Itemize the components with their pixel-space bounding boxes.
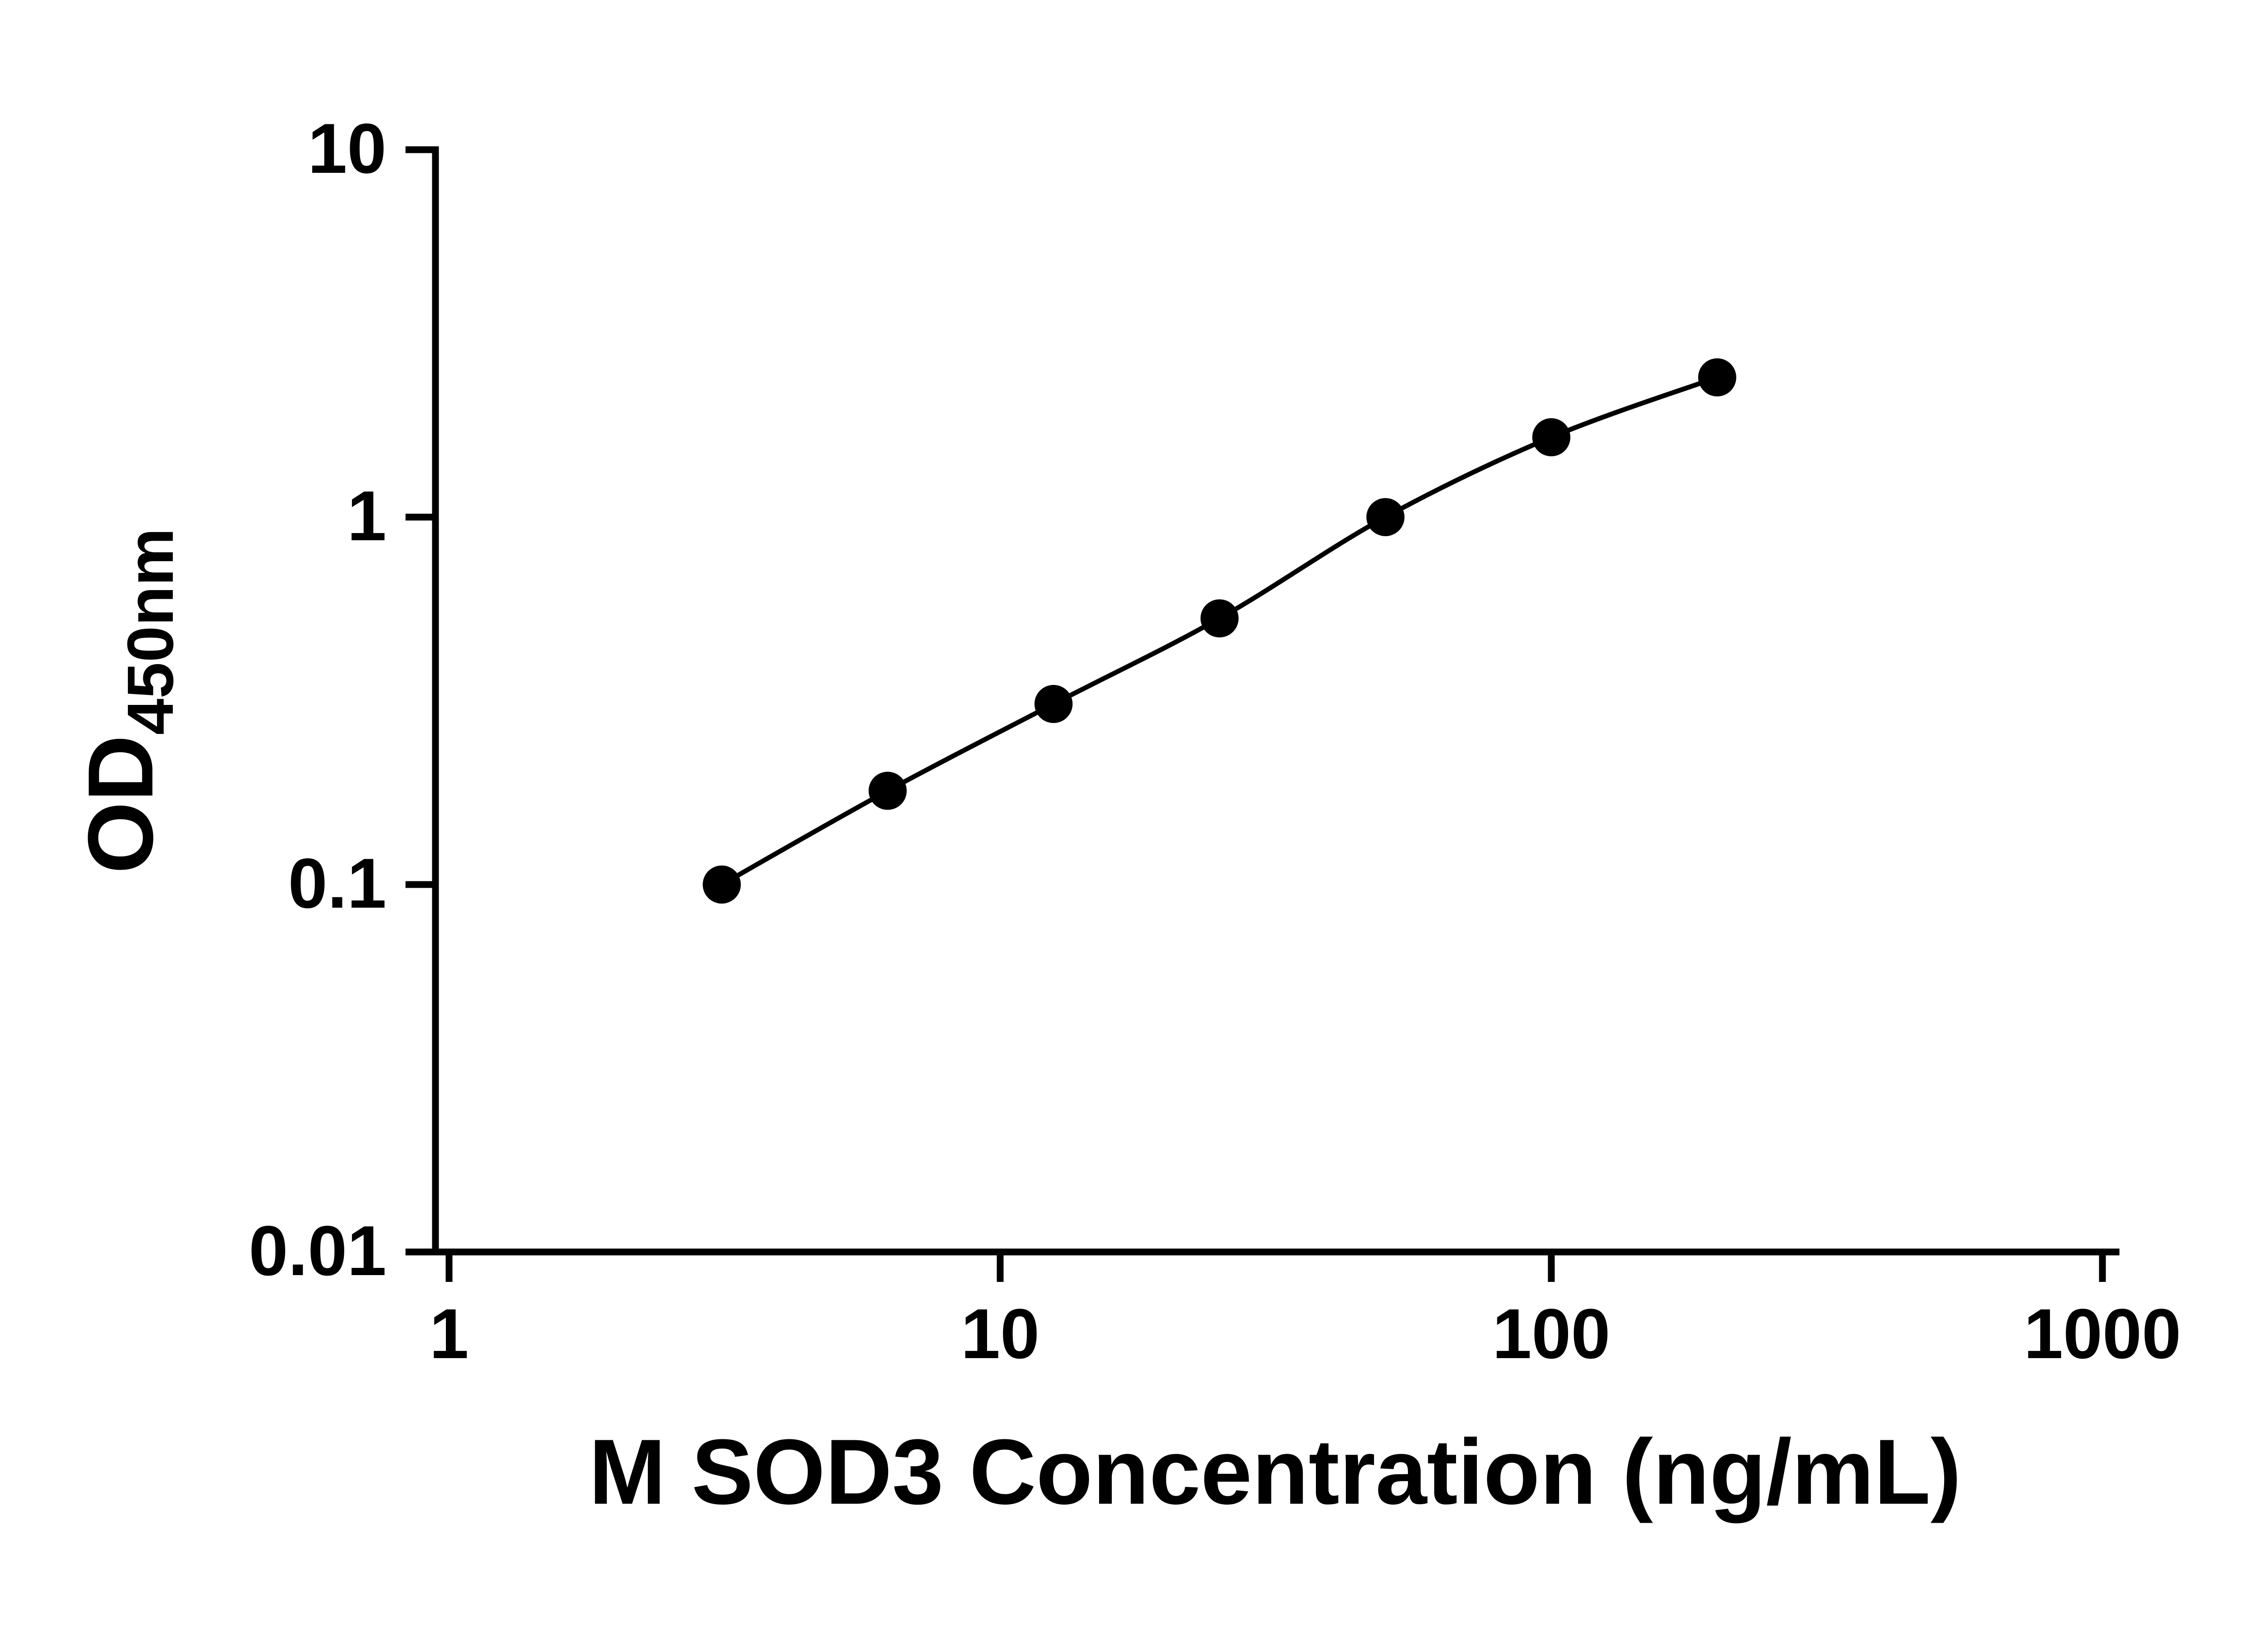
x-tick-label: 100: [1492, 1295, 1610, 1374]
data-point-marker: [868, 772, 907, 810]
data-point-marker: [1034, 684, 1073, 723]
data-point-marker: [1200, 599, 1239, 638]
data-point-marker: [1532, 418, 1570, 456]
data-point-marker: [703, 865, 741, 904]
y-axis: 0.01 0.1 1 10: [249, 109, 435, 1291]
x-tick-label: 1000: [2024, 1295, 2181, 1374]
x-tick-label: 10: [961, 1295, 1040, 1374]
y-tick-label: 10: [308, 109, 386, 188]
y-axis-title-subscript: 450nm: [114, 528, 187, 735]
y-tick-label: 1: [347, 477, 386, 556]
y-tick-label: 0.1: [288, 844, 386, 923]
x-tick-label: 1: [430, 1295, 469, 1374]
y-tick-label: 0.01: [249, 1212, 386, 1291]
x-axis: 1 10 100 1000: [430, 1252, 2181, 1374]
series-plot: [703, 358, 1736, 904]
data-point-marker: [1698, 358, 1736, 396]
data-point-marker: [1366, 498, 1405, 536]
y-axis-title-main: OD: [69, 735, 172, 874]
x-axis-title: M SOD3 Concentration (ng/mL): [589, 1420, 1961, 1524]
y-axis-title: OD450nm: [69, 528, 187, 874]
